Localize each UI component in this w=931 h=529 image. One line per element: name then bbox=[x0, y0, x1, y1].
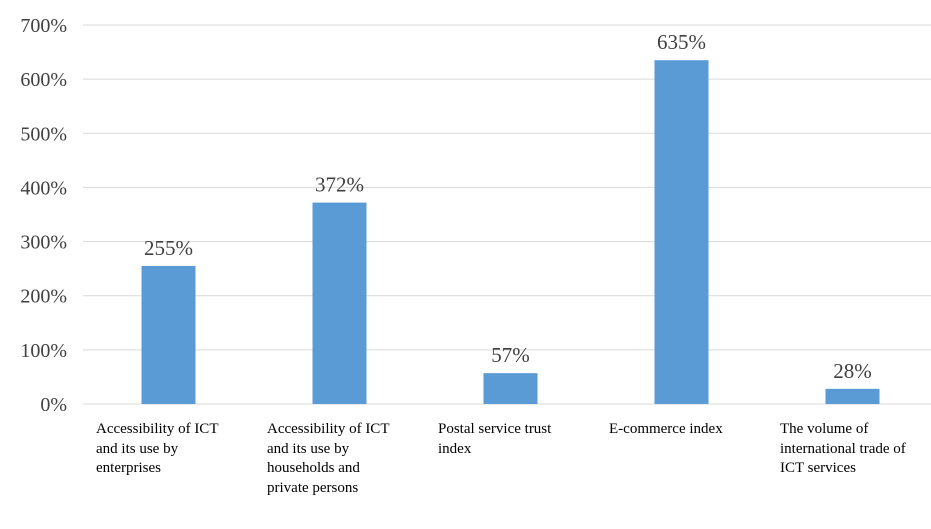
x-tick-label: Postal service trust index bbox=[438, 421, 552, 457]
data-label: 28% bbox=[833, 359, 872, 383]
bar bbox=[654, 60, 709, 404]
data-label: 635% bbox=[657, 30, 706, 54]
bar bbox=[312, 202, 367, 404]
bar bbox=[825, 388, 880, 404]
y-tick-label: 700% bbox=[20, 15, 67, 37]
data-labels: 255% 372% 57% 635% 28% bbox=[144, 30, 872, 383]
x-tick-label: E-commerce index bbox=[609, 421, 723, 437]
y-tick-label: 600% bbox=[20, 69, 67, 91]
data-label: 372% bbox=[315, 173, 364, 197]
gridlines bbox=[83, 24, 931, 405]
bars bbox=[141, 60, 880, 404]
x-tick-label: The volume of international trade of ICT… bbox=[780, 421, 906, 476]
y-tick-label: 100% bbox=[20, 340, 67, 362]
y-tick-label: 400% bbox=[20, 177, 67, 199]
bar bbox=[141, 265, 196, 404]
y-axis-tick-labels: 0% 100% 200% 300% 400% 500% 600% 700% bbox=[20, 15, 67, 416]
y-tick-label: 500% bbox=[20, 123, 67, 145]
data-label: 57% bbox=[491, 343, 530, 367]
x-tick-label: Accessibility of ICT and its use by ente… bbox=[96, 421, 219, 476]
x-tick-label: Accessibility of ICT and its use by hous… bbox=[267, 421, 390, 496]
bar bbox=[483, 373, 538, 404]
y-tick-label: 300% bbox=[20, 232, 67, 254]
y-tick-label: 200% bbox=[20, 286, 67, 308]
data-label: 255% bbox=[144, 236, 193, 260]
y-tick-label: 0% bbox=[40, 394, 67, 416]
